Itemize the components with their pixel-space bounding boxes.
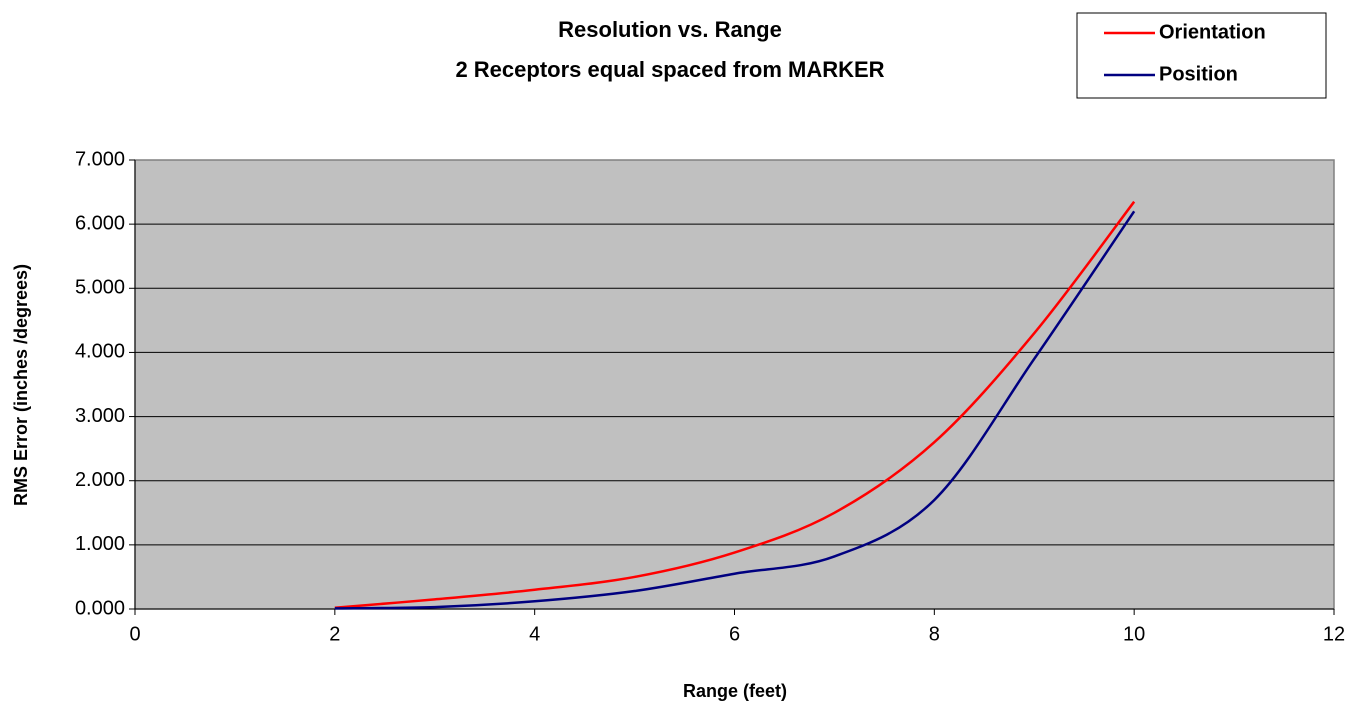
y-tick-label: 5.000 [75,277,125,299]
series-line [334,200,1136,609]
y-tick-label: 2.000 [75,469,125,491]
y-tick-label: 1.000 [75,533,125,555]
x-axis-label: Range (feet) [683,681,787,701]
chart-subtitle: 2 Receptors equal spaced from MARKER [455,57,884,82]
x-tick-label: 8 [929,623,940,645]
y-tick-label: 7.000 [75,148,125,170]
y-tick-label: 3.000 [75,405,125,427]
x-tick-label: 4 [529,623,540,645]
x-tick-label: 6 [729,623,740,645]
x-tick-label: 0 [129,623,140,645]
x-tick-label: 2 [329,623,340,645]
legend-box [1076,12,1327,99]
y-tick-label: 6.000 [75,212,125,234]
y-axis-label: RMS Error (inches /degrees) [11,264,31,506]
x-tick-label: 10 [1123,623,1145,645]
x-tick-label: 12 [1323,623,1345,645]
series-line [334,210,1136,610]
legend-label: Orientation [1159,21,1266,43]
plot-area [134,159,1335,610]
y-tick-label: 0.000 [75,597,125,619]
chart-title: Resolution vs. Range [558,17,782,42]
legend-label: Position [1159,63,1238,85]
y-tick-label: 4.000 [75,341,125,363]
